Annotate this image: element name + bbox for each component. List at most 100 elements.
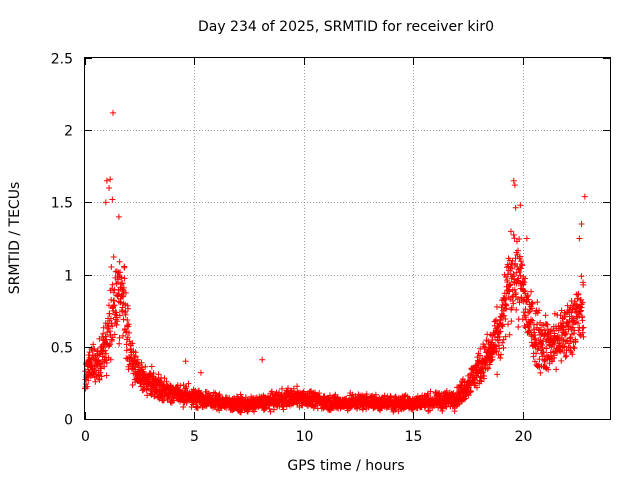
data-point xyxy=(439,408,446,415)
data-point xyxy=(129,340,136,347)
data-point-outlier xyxy=(510,177,517,184)
data-point xyxy=(284,385,291,392)
data-point xyxy=(124,317,131,324)
data-point xyxy=(499,321,506,328)
data-point xyxy=(209,392,216,399)
data-point xyxy=(472,363,479,370)
data-point xyxy=(536,356,543,363)
data-point xyxy=(511,286,518,293)
data-point xyxy=(123,328,130,335)
data-point xyxy=(121,325,128,332)
data-point xyxy=(180,403,187,410)
data-point xyxy=(540,333,547,340)
data-point xyxy=(183,384,190,391)
data-point xyxy=(131,354,138,361)
data-point xyxy=(534,309,541,316)
data-point xyxy=(534,299,541,306)
data-point xyxy=(489,336,496,343)
data-point xyxy=(107,315,114,322)
data-point xyxy=(107,356,114,363)
data-point xyxy=(132,363,139,370)
data-point xyxy=(495,337,502,344)
data-point xyxy=(503,283,510,290)
data-point xyxy=(126,329,133,336)
data-point xyxy=(512,260,519,267)
data-point xyxy=(580,324,587,331)
data-point xyxy=(528,288,535,295)
data-point xyxy=(85,377,92,384)
data-point xyxy=(545,366,552,373)
data-point xyxy=(529,317,536,324)
data-point xyxy=(316,390,323,397)
data-point xyxy=(119,304,126,311)
data-point xyxy=(94,352,101,359)
chart-title: Day 234 of 2025, SRMTID for receiver kir… xyxy=(198,19,494,35)
data-point-outlier xyxy=(259,356,266,363)
data-point xyxy=(150,375,157,382)
data-point xyxy=(545,330,552,337)
data-point xyxy=(426,407,433,414)
data-point xyxy=(121,264,128,271)
data-point xyxy=(498,322,505,329)
data-point xyxy=(106,310,113,317)
data-point xyxy=(103,336,110,343)
data-point-outlier xyxy=(511,182,518,189)
data-point xyxy=(488,357,495,364)
data-point xyxy=(579,325,586,332)
data-point xyxy=(392,406,399,413)
data-point-outlier xyxy=(523,235,530,242)
data-point xyxy=(506,331,513,338)
data-point xyxy=(575,290,582,297)
data-point xyxy=(558,357,565,364)
data-point xyxy=(359,406,366,413)
data-point xyxy=(547,349,554,356)
data-point xyxy=(525,296,532,303)
data-point xyxy=(86,349,93,356)
data-point xyxy=(492,347,499,354)
data-point xyxy=(516,235,523,242)
data-point xyxy=(507,228,514,235)
data-point xyxy=(496,345,503,352)
data-point xyxy=(129,381,136,388)
data-point xyxy=(526,327,533,334)
data-point xyxy=(562,330,569,337)
data-point xyxy=(118,274,125,281)
data-point xyxy=(140,368,147,375)
data-points xyxy=(82,109,588,416)
data-point xyxy=(524,292,531,299)
data-point xyxy=(509,265,516,272)
data-point xyxy=(536,307,543,314)
data-point xyxy=(92,378,99,385)
x-tick-label: 0 xyxy=(81,429,90,445)
data-point xyxy=(105,324,112,331)
data-point xyxy=(103,372,110,379)
data-point xyxy=(510,300,517,307)
data-point xyxy=(473,384,480,391)
data-point xyxy=(576,331,583,338)
data-point xyxy=(545,353,552,360)
data-point xyxy=(101,363,108,370)
data-point xyxy=(121,275,128,282)
data-point xyxy=(93,366,100,373)
data-point xyxy=(564,319,571,326)
data-point xyxy=(145,385,152,392)
data-point xyxy=(161,375,168,382)
data-point xyxy=(580,333,587,340)
data-point xyxy=(521,279,528,286)
data-point xyxy=(113,321,120,328)
data-point xyxy=(294,383,301,390)
data-point xyxy=(578,273,585,280)
y-tick-label: 0.5 xyxy=(51,341,73,357)
data-point xyxy=(511,235,518,242)
data-point xyxy=(517,258,524,265)
data-point xyxy=(114,318,121,325)
data-point xyxy=(500,344,507,351)
data-point xyxy=(123,347,130,354)
data-point-outlier xyxy=(103,177,110,184)
data-point xyxy=(574,320,581,327)
data-point xyxy=(306,388,313,395)
data-point xyxy=(119,280,126,287)
data-point xyxy=(501,312,508,319)
plot-frame xyxy=(84,57,611,420)
x-tick-label: 15 xyxy=(405,429,423,445)
